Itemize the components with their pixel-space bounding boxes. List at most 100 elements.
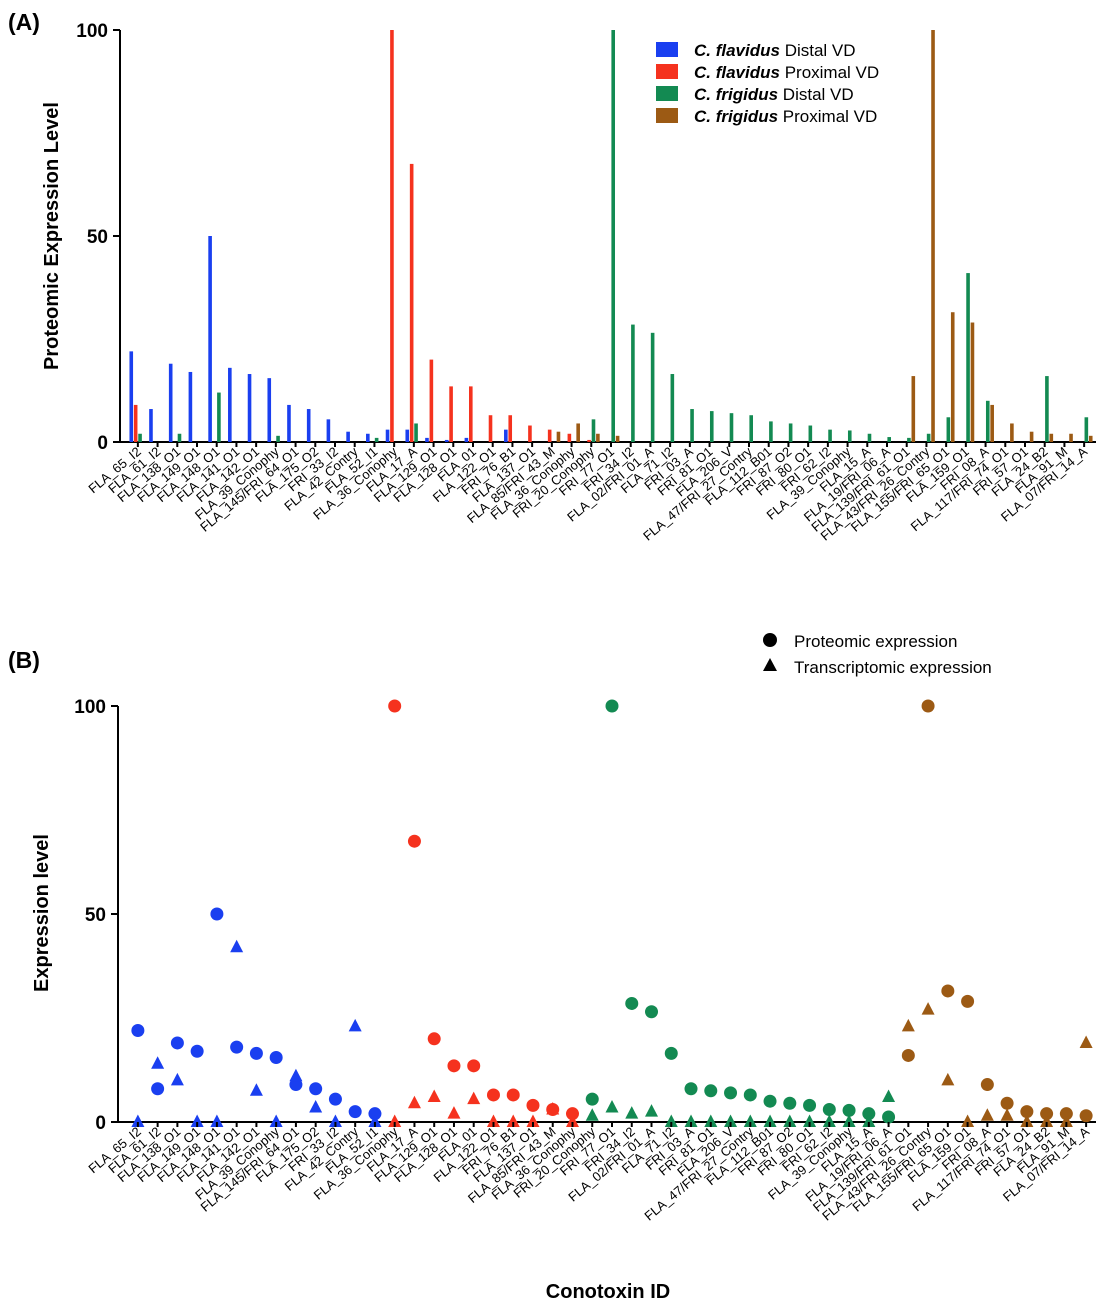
bar-series-2-23 xyxy=(591,419,596,442)
y-tick-label: 0 xyxy=(97,433,108,454)
legend-entry-frigidus-proximal: C. frigidus Proximal VD xyxy=(694,107,877,126)
bar-series-2-14 xyxy=(414,423,418,442)
bar-series-2-2 xyxy=(177,433,182,442)
bar-series-2-33 xyxy=(788,423,793,442)
legend-swatch-flavidus-distal xyxy=(656,42,678,57)
bar-series-2-31 xyxy=(749,415,753,442)
point-proteomic-35 xyxy=(822,1103,836,1117)
bar-series-0-9 xyxy=(306,409,311,442)
bar-series-2-29 xyxy=(709,411,714,442)
point-transcriptomic-29 xyxy=(704,1114,718,1127)
point-proteomic-24 xyxy=(605,699,619,713)
bar-series-0-17 xyxy=(464,437,469,442)
point-proteomic-25 xyxy=(625,996,639,1010)
point-proteomic-14 xyxy=(407,834,421,848)
panel-a-legend: C. flavidus Distal VD C. flavidus Proxim… xyxy=(656,41,879,126)
point-proteomic-20 xyxy=(526,1098,540,1112)
point-transcriptomic-41 xyxy=(941,1072,955,1086)
bar-series-0-10 xyxy=(326,419,331,442)
point-proteomic-42 xyxy=(961,994,975,1008)
point-proteomic-48 xyxy=(1079,1109,1093,1123)
point-proteomic-39 xyxy=(901,1048,915,1062)
point-proteomic-37 xyxy=(862,1107,876,1121)
bar-series-2-37 xyxy=(867,433,872,442)
point-proteomic-8 xyxy=(289,1078,303,1092)
point-transcriptomic-44 xyxy=(1000,1108,1014,1121)
bar-series-2-0 xyxy=(138,433,142,442)
panel-b-legend: Proteomic expression Transcriptomic expr… xyxy=(763,632,992,677)
bar-series-0-2 xyxy=(168,363,173,442)
legend-circle-marker xyxy=(763,633,777,647)
bar-series-0-12 xyxy=(366,433,370,442)
panel-b-x-tick-labels: FLA_65_I2FLA_61_I2FLA_138_O1FLA_149_O1FL… xyxy=(85,1122,1092,1224)
bar-series-0-15 xyxy=(425,437,429,442)
bar-series-1-0 xyxy=(133,404,138,442)
point-proteomic-19 xyxy=(506,1088,520,1102)
bar-series-3-40 xyxy=(931,30,935,442)
panel-b-points xyxy=(131,699,1093,1127)
bar-series-2-42 xyxy=(966,273,970,442)
point-transcriptomic-32 xyxy=(763,1114,777,1127)
point-proteomic-10 xyxy=(328,1092,342,1106)
bar-series-1-17 xyxy=(469,386,473,442)
point-proteomic-7 xyxy=(269,1051,283,1065)
legend-entry-flavidus-proximal: C. flavidus Proximal VD xyxy=(694,63,879,82)
bar-series-0-16 xyxy=(444,439,449,442)
point-transcriptomic-5 xyxy=(230,939,244,953)
legend-entry-proteomic: Proteomic expression xyxy=(794,632,957,651)
bar-series-2-43 xyxy=(985,400,990,442)
panel-a-bars xyxy=(129,30,1093,442)
point-transcriptomic-0 xyxy=(131,1114,145,1127)
point-proteomic-17 xyxy=(467,1059,481,1073)
bar-series-2-41 xyxy=(946,417,951,442)
point-proteomic-6 xyxy=(249,1046,263,1060)
bar-series-0-6 xyxy=(247,374,252,442)
y-tick-label: 50 xyxy=(85,905,106,926)
bar-series-0-3 xyxy=(188,371,193,442)
bar-series-1-14 xyxy=(409,163,414,442)
point-transcriptomic-1 xyxy=(151,1056,165,1069)
point-proteomic-3 xyxy=(190,1044,204,1058)
point-proteomic-40 xyxy=(921,699,935,713)
panel-a-y-axis-label: Proteomic Expression Level xyxy=(41,102,63,370)
point-proteomic-47 xyxy=(1059,1107,1073,1121)
point-transcriptomic-12 xyxy=(368,1114,382,1127)
point-proteomic-9 xyxy=(309,1082,323,1096)
point-proteomic-15 xyxy=(427,1032,441,1046)
point-transcriptomic-46 xyxy=(1040,1114,1054,1127)
point-transcriptomic-28 xyxy=(684,1114,698,1127)
point-transcriptomic-42 xyxy=(961,1114,975,1127)
point-proteomic-0 xyxy=(131,1023,145,1037)
bar-series-0-8 xyxy=(287,404,291,442)
point-transcriptomic-3 xyxy=(190,1114,204,1127)
point-transcriptomic-37 xyxy=(862,1114,876,1127)
point-proteomic-13 xyxy=(388,699,402,713)
y-tick-label: 100 xyxy=(76,21,108,42)
y-tick-label: 100 xyxy=(74,697,106,718)
bar-series-3-44 xyxy=(1010,423,1014,442)
bar-series-3-43 xyxy=(990,404,994,442)
bar-series-3-41 xyxy=(950,312,955,442)
point-proteomic-46 xyxy=(1040,1107,1054,1121)
point-transcriptomic-6 xyxy=(249,1083,263,1096)
bar-series-3-46 xyxy=(1049,433,1054,442)
point-transcriptomic-43 xyxy=(980,1108,994,1121)
point-transcriptomic-18 xyxy=(486,1114,500,1127)
legend-triangle-marker xyxy=(763,658,777,671)
point-transcriptomic-23 xyxy=(585,1108,599,1121)
point-proteomic-23 xyxy=(585,1092,599,1106)
point-transcriptomic-39 xyxy=(901,1018,915,1032)
bar-series-1-16 xyxy=(449,386,453,442)
bar-series-2-27 xyxy=(670,374,675,442)
bar-series-1-13 xyxy=(390,30,394,442)
point-transcriptomic-26 xyxy=(645,1104,659,1117)
point-proteomic-34 xyxy=(803,1098,817,1112)
point-transcriptomic-13 xyxy=(388,1114,402,1127)
bar-series-2-32 xyxy=(769,421,773,442)
point-proteomic-28 xyxy=(684,1082,698,1096)
point-transcriptomic-47 xyxy=(1059,1114,1073,1127)
point-proteomic-16 xyxy=(447,1059,461,1073)
bar-series-1-15 xyxy=(429,359,434,442)
point-transcriptomic-9 xyxy=(309,1099,323,1113)
legend-entry-flavidus-distal: C. flavidus Distal VD xyxy=(694,41,856,60)
